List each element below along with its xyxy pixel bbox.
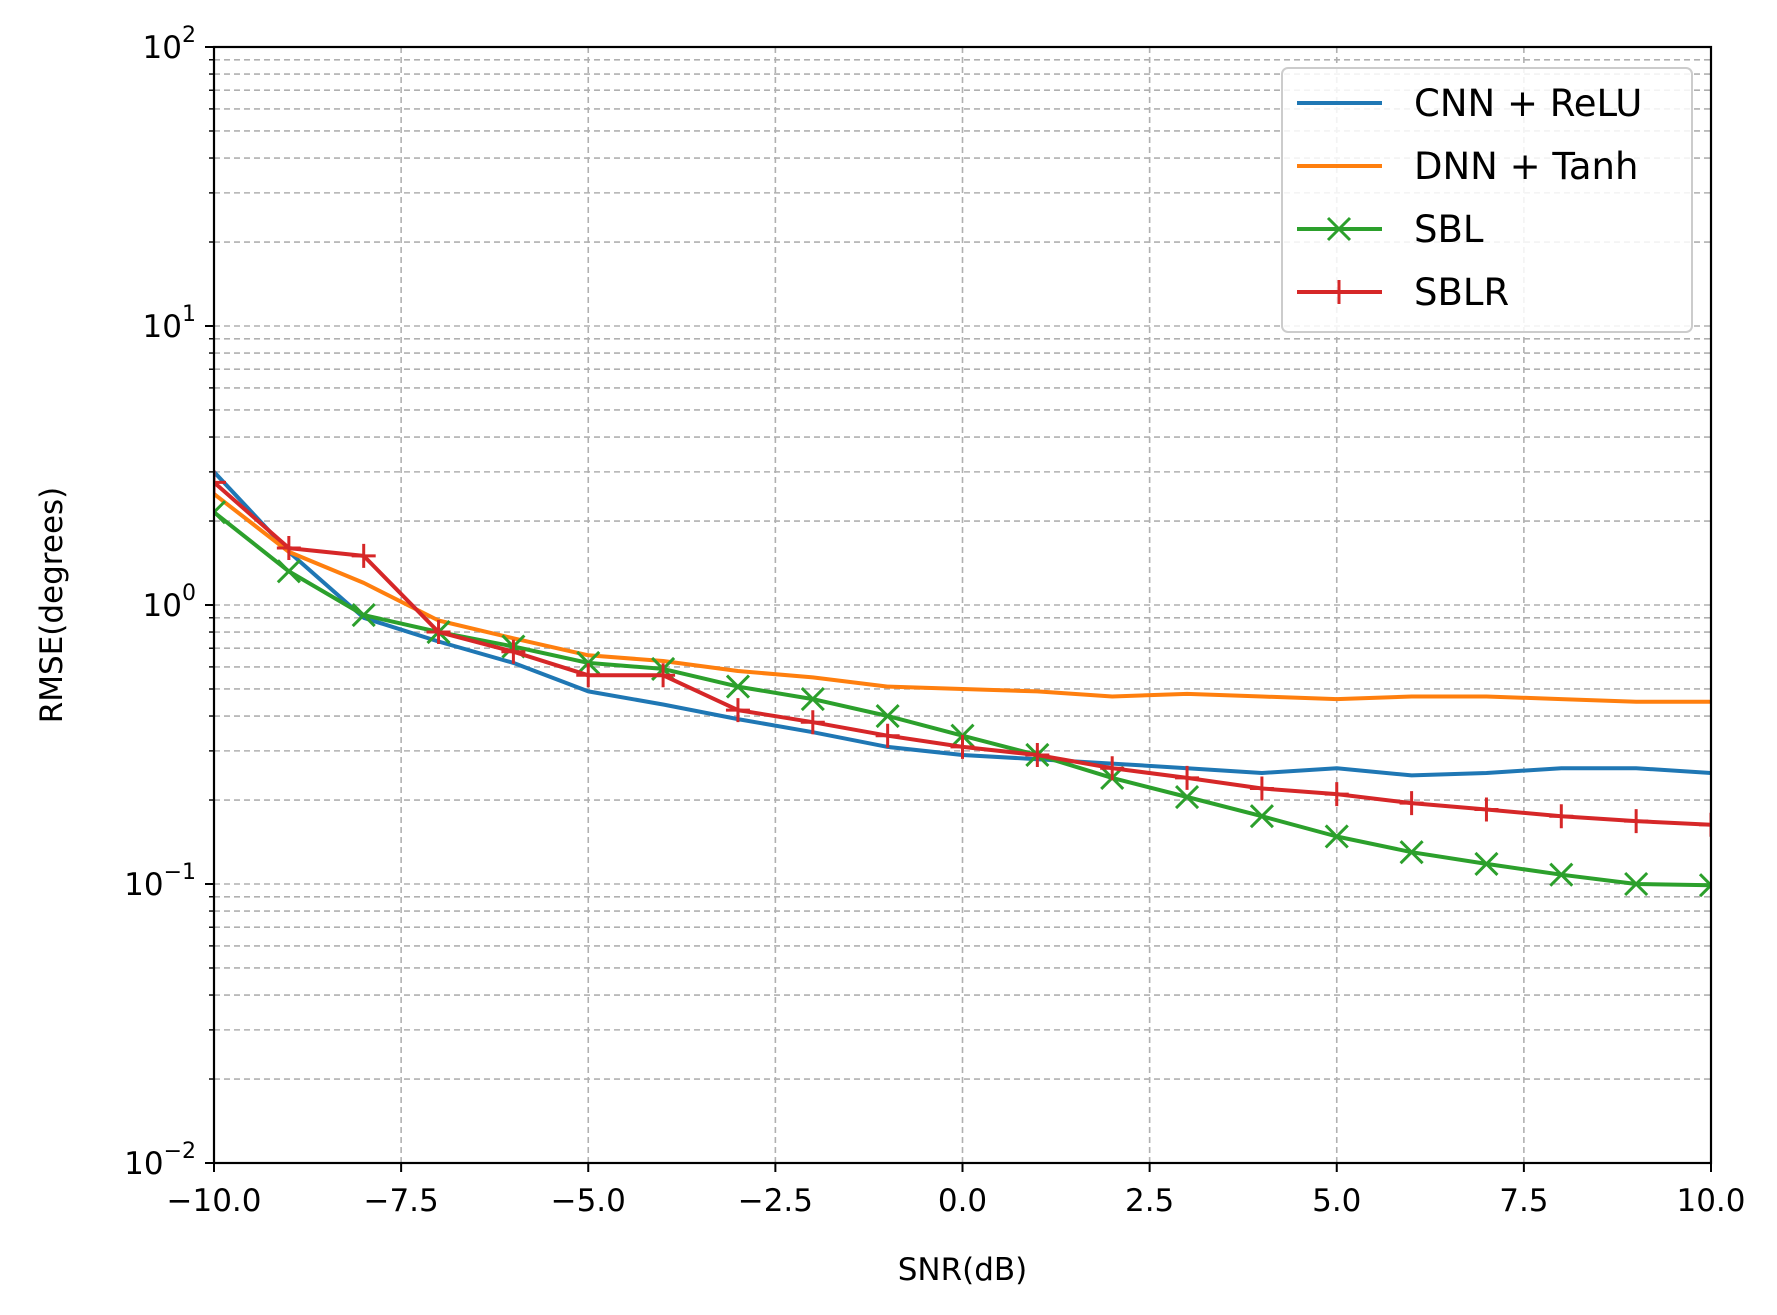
data-point-plus-marker	[1100, 756, 1125, 781]
data-point-plus-marker	[800, 710, 825, 735]
data-point-plus-marker	[576, 663, 601, 688]
legend-label: DNN + Tanh	[1414, 145, 1638, 188]
data-point-plus-marker	[1327, 280, 1351, 304]
data-point-plus-marker	[1474, 797, 1499, 822]
data-point-x-marker	[1624, 871, 1649, 897]
data-point-x-marker	[1474, 851, 1499, 877]
data-point-plus-marker	[1324, 782, 1349, 807]
x-tick-label: −2.5	[738, 1183, 813, 1219]
x-tick-label: −10.0	[167, 1183, 262, 1219]
series-line	[214, 492, 1711, 704]
data-point-x-marker	[1698, 873, 1711, 898]
data-point-x-marker	[800, 687, 825, 712]
data-point-plus-marker	[1624, 809, 1649, 834]
y-tick-label: 101	[143, 302, 196, 345]
legend-label: SBLR	[1414, 271, 1509, 314]
data-point-x-marker	[576, 650, 601, 675]
data-point-plus-marker	[725, 698, 750, 723]
x-tick-label: −7.5	[363, 1183, 438, 1219]
x-tick-label: 7.5	[1499, 1183, 1548, 1219]
x-tick-label: 10.0	[1676, 1183, 1745, 1219]
x-tick-label: −5.0	[551, 1183, 626, 1219]
y-tick-label: 10−1	[124, 860, 196, 903]
data-point-plus-marker	[351, 543, 376, 568]
data-point-plus-marker	[875, 723, 900, 748]
data-point-x-marker	[1249, 804, 1274, 829]
data-point-x-marker	[1399, 840, 1424, 865]
ticks: −10.0 −7.5 −5.0 −2.5 0.0 2.5 5.0 7.5 10.0 102 101 1…	[124, 23, 1745, 1219]
data-point-x-marker	[1326, 216, 1352, 242]
data-point-plus-marker	[1549, 804, 1574, 829]
data-point-plus-marker	[276, 536, 301, 561]
data-point-plus-marker	[651, 663, 676, 688]
data-point-plus-marker	[1399, 791, 1424, 816]
x-axis-label: SNR(dB)	[898, 1252, 1028, 1288]
data-point-plus-marker	[1699, 812, 1711, 837]
x-tick-label: 0.0	[938, 1183, 987, 1219]
data-point-x-marker	[1549, 862, 1574, 887]
data-point-x-marker	[214, 500, 227, 525]
y-tick-label: 10−2	[124, 1139, 196, 1182]
y-tick-label: 100	[143, 581, 196, 624]
data-point-x-marker	[875, 703, 900, 729]
data-point-x-marker	[1324, 824, 1349, 849]
data-point-plus-marker	[214, 470, 226, 495]
legend-label: SBL	[1414, 208, 1484, 251]
data-point-plus-marker	[950, 734, 975, 759]
data-point-plus-marker	[1249, 776, 1274, 801]
data-point-plus-marker	[1025, 742, 1050, 767]
x-tick-label: 2.5	[1125, 1183, 1174, 1219]
legend-label: CNN + ReLU	[1414, 82, 1642, 125]
y-tick-label: 102	[143, 23, 196, 66]
data-point-plus-marker	[426, 620, 451, 645]
data-point-x-marker	[725, 674, 751, 699]
y-axis-label: RMSE(degrees)	[34, 487, 70, 724]
data-point-plus-marker	[501, 639, 526, 664]
x-tick-label: 5.0	[1312, 1183, 1361, 1219]
legend-item: SBLR	[1297, 271, 1509, 314]
legend: CNN + ReLU DNN + Tanh SBL SBLR	[1281, 67, 1693, 333]
data-point-x-marker	[1174, 784, 1200, 810]
data-point-plus-marker	[1175, 765, 1200, 790]
series-dnn-tanh	[214, 492, 1711, 704]
legend-item: CNN + ReLU	[1297, 82, 1642, 125]
legend-item: DNN + Tanh	[1297, 145, 1638, 188]
data-point-x-marker	[351, 603, 376, 628]
legend-item: SBL	[1297, 208, 1484, 251]
legend-box	[1281, 67, 1693, 333]
series-layer	[214, 470, 1711, 898]
series-sblr	[214, 470, 1711, 837]
data-point-x-marker	[276, 559, 301, 584]
